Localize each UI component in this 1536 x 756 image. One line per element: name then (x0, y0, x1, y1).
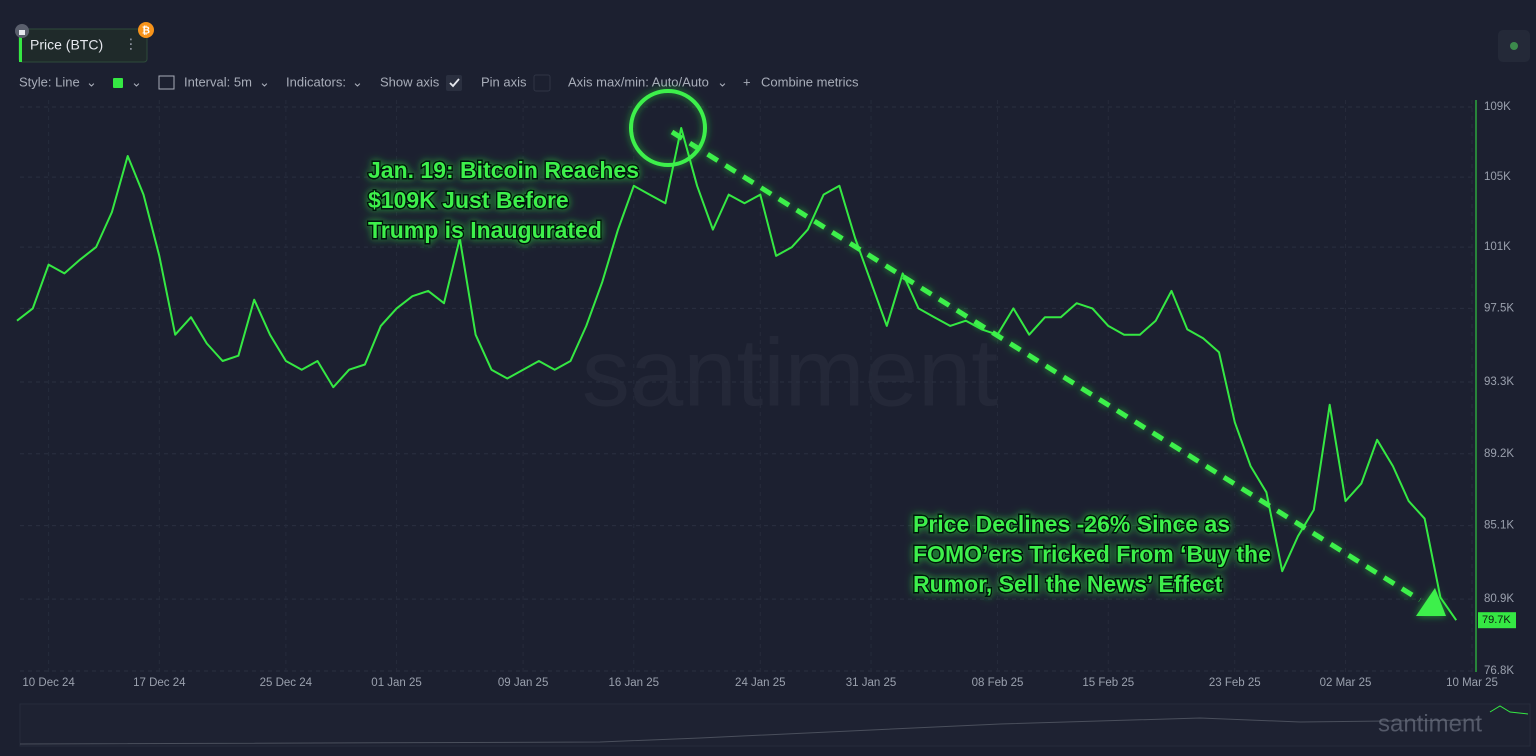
x-tick-label: 17 Dec 24 (133, 677, 186, 689)
last-price-label: 79.7K (1482, 614, 1511, 626)
x-tick-label: 08 Feb 25 (972, 677, 1024, 689)
color-swatch[interactable] (113, 78, 123, 88)
y-tick-label: 93.3K (1484, 376, 1514, 388)
navigator-selection (1489, 705, 1529, 715)
x-tick-label: 25 Dec 24 (260, 677, 313, 689)
annotation: Jan. 19: Bitcoin Reaches $109K Just Befo… (367, 156, 1273, 599)
x-tick-label: 10 Mar 25 (1446, 677, 1498, 689)
trend-arrow (670, 129, 1422, 603)
annotation-line: FOMO’ers Tricked From ‘Buy the (913, 541, 1271, 567)
btc-symbol: ₿ (142, 25, 150, 37)
annotation-line: Price Declines -26% Since as (913, 511, 1230, 537)
peak-circle (629, 89, 707, 167)
toolbar: Style: Line ⌄ ⌄ Interval: 5m ⌄ Indicator… (19, 74, 859, 92)
y-tick-label: 80.9K (1484, 593, 1514, 605)
show-axis[interactable]: Show axis (380, 74, 440, 89)
y-tick-label: 85.1K (1484, 520, 1514, 532)
navigator-line (19, 717, 1481, 745)
metric-chip[interactable]: Price (BTC) ⋮ ₿ (15, 22, 154, 63)
watermark: santiment (582, 319, 998, 426)
axis-minmax[interactable]: Axis max/min: Auto/Auto (568, 74, 709, 89)
y-tick-label: 109K (1484, 101, 1511, 113)
y-tick-label: 105K (1484, 171, 1511, 183)
chip-color (19, 29, 22, 62)
chevron: ⌄ (86, 74, 97, 89)
btc-icon (138, 22, 154, 38)
watermark-small: santiment (1378, 710, 1482, 737)
y-tick-label: 97.5K (1484, 302, 1514, 314)
navigator (19, 703, 1531, 747)
interval-select[interactable]: Interval: 5m (184, 74, 252, 89)
y-tick-label: 89.2K (1484, 448, 1514, 460)
chevron: ⌄ (131, 74, 142, 89)
x-tick-label: 31 Jan 25 (846, 677, 897, 689)
y-tick-label: 76.8K (1484, 665, 1514, 677)
arrow-head (1416, 588, 1446, 616)
indicators-select[interactable]: Indicators: (286, 74, 346, 89)
annotation-line: Trump is Inaugurated (368, 217, 602, 243)
metric-name[interactable]: Price (BTC) (30, 37, 103, 53)
price-line (16, 127, 1458, 621)
y-tick-label: 101K (1484, 241, 1511, 253)
style-select[interactable]: Style: Line (19, 74, 80, 89)
plot: 79.7K (16, 127, 1516, 629)
checkmark (449, 78, 460, 88)
grid: 76.8K 80.9K 85.1K 89.2K 93.3K 97.5K 101K 105K 10… (20, 100, 1514, 689)
annotation-line: Rumor, Sell the News’ Effect (913, 571, 1223, 597)
x-tick-label: 16 Jan 25 (609, 677, 660, 689)
chevron: ⌄ (352, 74, 363, 89)
chevron: ⌄ (717, 74, 728, 89)
chip-menu[interactable]: ⋮ (124, 36, 138, 52)
annotation-line: Jan. 19: Bitcoin Reaches (368, 157, 639, 183)
last-price-box (1478, 612, 1516, 629)
x-tick-label: 15 Feb 25 (1082, 677, 1134, 689)
pin-axis[interactable]: Pin axis (481, 74, 527, 89)
chevron: ⌄ (259, 74, 270, 89)
interval-icon (158, 75, 175, 90)
x-tick-label: 02 Mar 25 (1320, 677, 1372, 689)
x-tick-label: 10 Dec 24 (22, 677, 75, 689)
x-tick-label: 01 Jan 25 (371, 677, 422, 689)
status-dot (1510, 42, 1518, 50)
pin-axis-checkbox[interactable] (533, 74, 551, 92)
show-axis-checkbox[interactable] (446, 75, 462, 91)
x-tick-label: 09 Jan 25 (498, 677, 549, 689)
combine-metrics[interactable]: Combine metrics (761, 74, 859, 89)
lock-body (19, 30, 25, 35)
x-tick-label: 24 Jan 25 (735, 677, 786, 689)
annotation-line: $109K Just Before (368, 187, 569, 213)
plus: + (743, 74, 751, 89)
x-tick-label: 23 Feb 25 (1209, 677, 1261, 689)
